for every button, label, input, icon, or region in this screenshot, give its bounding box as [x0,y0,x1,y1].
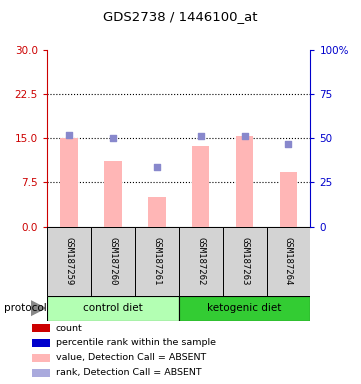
FancyBboxPatch shape [135,227,179,296]
Point [110,135,116,141]
Text: GSM187260: GSM187260 [108,237,117,285]
FancyBboxPatch shape [91,227,135,296]
FancyBboxPatch shape [266,227,310,296]
Bar [104,161,122,227]
Text: control diet: control diet [83,303,143,313]
Bar [32,369,49,377]
Text: ketogenic diet: ketogenic diet [207,303,282,313]
Polygon shape [31,301,45,316]
Text: GSM187263: GSM187263 [240,237,249,285]
Point [242,133,248,139]
Text: percentile rank within the sample: percentile rank within the sample [56,338,216,348]
Text: protocol: protocol [4,303,46,313]
Point [154,164,160,170]
Text: rank, Detection Call = ABSENT: rank, Detection Call = ABSENT [56,368,201,377]
FancyBboxPatch shape [179,296,310,321]
Bar [148,197,165,227]
FancyBboxPatch shape [47,227,91,296]
Bar [32,354,49,362]
Text: GSM187261: GSM187261 [152,237,161,285]
Text: GSM187262: GSM187262 [196,237,205,285]
Bar [60,138,78,227]
Text: GSM187259: GSM187259 [64,237,73,285]
Point [286,141,291,147]
Bar [280,172,297,227]
Text: count: count [56,324,83,333]
Point [66,132,72,138]
Text: GDS2738 / 1446100_at: GDS2738 / 1446100_at [103,10,258,23]
Point [198,133,204,139]
Bar [32,339,49,347]
Bar [236,136,253,227]
FancyBboxPatch shape [223,227,266,296]
Text: GSM187264: GSM187264 [284,237,293,285]
FancyBboxPatch shape [47,296,179,321]
FancyBboxPatch shape [179,227,223,296]
Text: value, Detection Call = ABSENT: value, Detection Call = ABSENT [56,353,206,362]
Bar [32,324,49,332]
Bar [192,146,209,227]
